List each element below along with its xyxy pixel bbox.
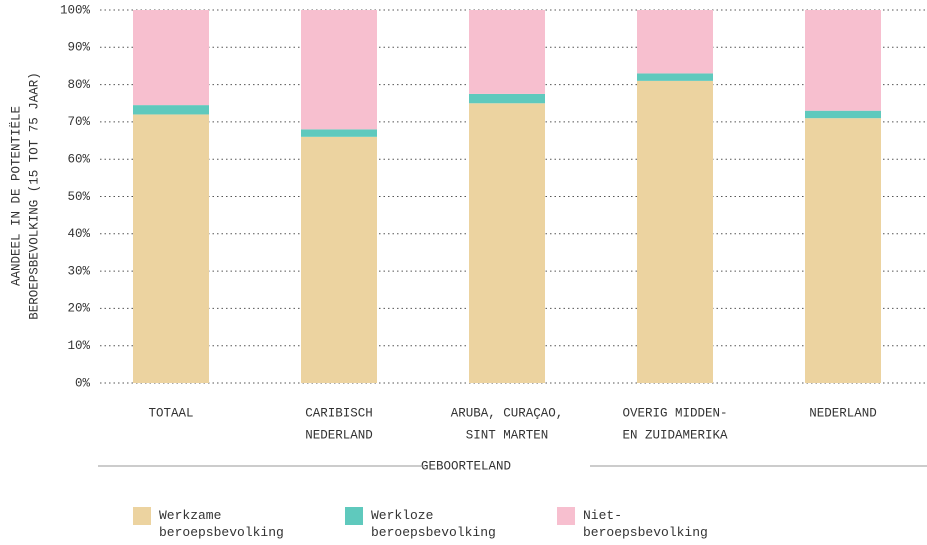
bar-segment (301, 129, 377, 137)
legend-item: Niet-beroepsbevolking (557, 507, 769, 541)
x-tick-label: OVERIG MIDDEN- (622, 406, 727, 420)
bar-segment (637, 73, 713, 81)
legend-swatch (133, 507, 151, 525)
legend-label: Werkzame beroepsbevolking (159, 508, 284, 540)
y-axis-title: BEROEPSBEVOLKING (15 TOT 75 JAAR) (27, 72, 41, 320)
y-tick-label: 100% (60, 3, 91, 17)
bar-segment (301, 10, 377, 130)
bar-segment (637, 10, 713, 74)
x-tick-label: NEDERLAND (305, 428, 373, 442)
bar-segment (301, 136, 377, 383)
y-tick-label: 90% (67, 41, 90, 55)
x-tick-label: NEDERLAND (809, 406, 877, 420)
bar-segment (469, 10, 545, 94)
y-tick-label: 20% (67, 302, 90, 316)
y-tick-label: 10% (67, 339, 90, 353)
x-tick-label: SINT MARTEN (466, 428, 549, 442)
y-tick-label: 30% (67, 264, 90, 278)
x-tick-label: ARUBA, CURAÇAO, (451, 406, 564, 420)
legend-item: Werkloze beroepsbevolking (345, 507, 557, 541)
bar-segment (805, 10, 881, 111)
x-tick-label: CARIBISCH (305, 406, 373, 420)
bar-segment (469, 93, 545, 104)
x-axis-title: GEBOORTELAND (421, 459, 511, 473)
bar-segment (133, 114, 209, 383)
legend: Werkzame beroepsbevolking Werkloze beroep… (133, 507, 769, 541)
legend-swatch (557, 507, 575, 525)
bar-segment (805, 118, 881, 384)
y-tick-label: 40% (67, 227, 90, 241)
legend-swatch (345, 507, 363, 525)
bar-segment (133, 10, 209, 106)
y-tick-label: 50% (67, 190, 90, 204)
bar-segment (805, 110, 881, 119)
x-tick-label: EN ZUIDAMERIKA (622, 428, 728, 442)
y-tick-label: 80% (67, 78, 90, 92)
y-axis-title: AANDEEL IN DE POTENTIËLE (9, 106, 23, 286)
bar-segment (637, 80, 713, 384)
legend-label: Niet-beroepsbevolking (583, 508, 708, 540)
bar-segment (469, 103, 545, 383)
legend-label: Werkloze beroepsbevolking (371, 508, 496, 540)
y-tick-label: 70% (67, 115, 90, 129)
chart: GEBOORTELAND 0% 10% 20% 30% 40% 50% 60% 70% 80% 9… (9, 3, 927, 473)
bar-segment (133, 105, 209, 115)
x-tick-label: TOTAAL (148, 406, 193, 420)
legend-item: Werkzame beroepsbevolking (133, 507, 345, 541)
y-tick-label: 60% (67, 152, 90, 166)
y-tick-label: 0% (75, 376, 91, 390)
